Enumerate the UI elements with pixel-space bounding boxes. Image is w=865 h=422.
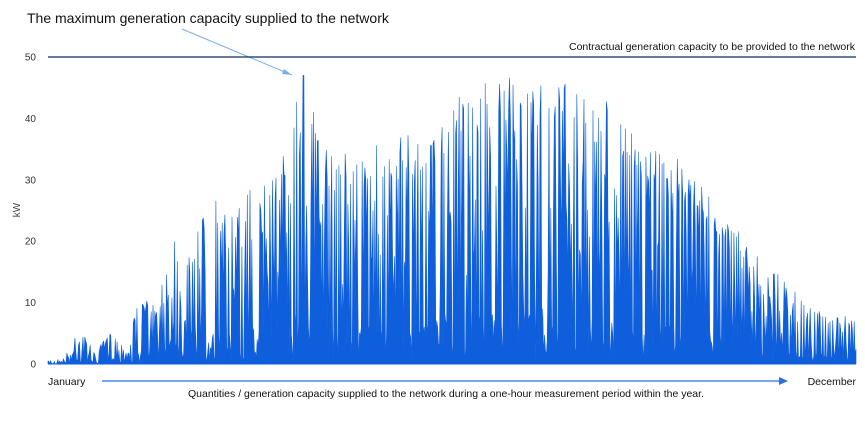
series-area [47,75,857,365]
annotation-leader-line [181,28,293,76]
y-tick-labels: 0 10 20 30 40 50 [25,53,37,371]
contract-capacity-label: Contractual generation capacity to be pr… [569,41,856,53]
series-area-path [47,75,857,365]
x-axis-label: Quantities / generation capacity supplie… [188,388,704,400]
y-tick-label: 10 [25,298,37,309]
x-start-label: January [48,376,86,388]
y-axis-label: kW [12,202,23,217]
y-tick-label: 0 [30,360,36,371]
chart-title: The maximum generation capacity supplied… [27,10,390,26]
y-tick-label: 20 [25,237,37,248]
y-tick-label: 50 [25,53,37,64]
annotation-arrowhead [282,69,292,75]
x-direction-arrowhead [779,377,788,385]
y-tick-label: 30 [25,175,37,186]
y-tick-label: 40 [25,114,37,125]
x-end-label: December [808,376,857,388]
